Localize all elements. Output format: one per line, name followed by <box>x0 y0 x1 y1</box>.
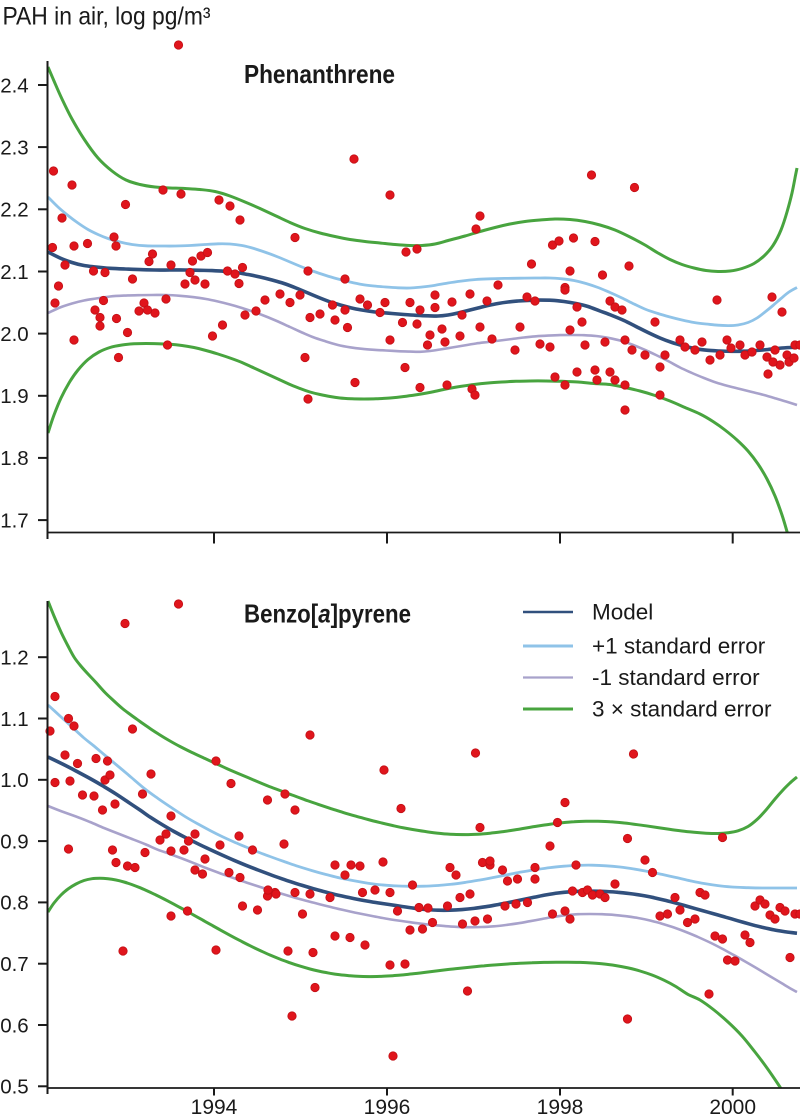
svg-text:3 × standard error: 3 × standard error <box>592 697 772 722</box>
svg-text:0.6: 0.6 <box>0 1014 29 1037</box>
svg-text:Phenanthrene: Phenanthrene <box>244 59 395 89</box>
svg-text:0.8: 0.8 <box>0 892 29 915</box>
svg-text:0.5: 0.5 <box>0 1076 29 1099</box>
svg-text:PAH in air, log pg/m³: PAH in air, log pg/m³ <box>3 3 211 31</box>
svg-text:1.1: 1.1 <box>0 708 29 731</box>
svg-text:1994: 1994 <box>191 1096 238 1116</box>
svg-text:Model: Model <box>592 600 653 625</box>
svg-text:1.0: 1.0 <box>0 769 29 792</box>
svg-text:2000: 2000 <box>709 1096 756 1116</box>
svg-text:2.2: 2.2 <box>0 199 29 222</box>
svg-text:0.9: 0.9 <box>0 830 29 853</box>
svg-text:2.4: 2.4 <box>0 74 29 97</box>
svg-text:2.0: 2.0 <box>0 323 29 346</box>
svg-text:1.2: 1.2 <box>0 647 29 670</box>
svg-text:1996: 1996 <box>364 1096 411 1116</box>
svg-text:Benzo[a]pyrene: Benzo[a]pyrene <box>244 599 411 629</box>
svg-text:1.7: 1.7 <box>0 509 29 532</box>
svg-text:-1 standard error: -1 standard error <box>592 665 760 690</box>
svg-text:0.7: 0.7 <box>0 953 29 976</box>
svg-text:+1 standard error: +1 standard error <box>592 634 766 659</box>
svg-text:1.8: 1.8 <box>0 447 29 470</box>
svg-text:2.1: 2.1 <box>0 261 29 284</box>
svg-text:1.9: 1.9 <box>0 385 29 408</box>
svg-text:2.3: 2.3 <box>0 136 29 159</box>
svg-text:1998: 1998 <box>537 1096 584 1116</box>
